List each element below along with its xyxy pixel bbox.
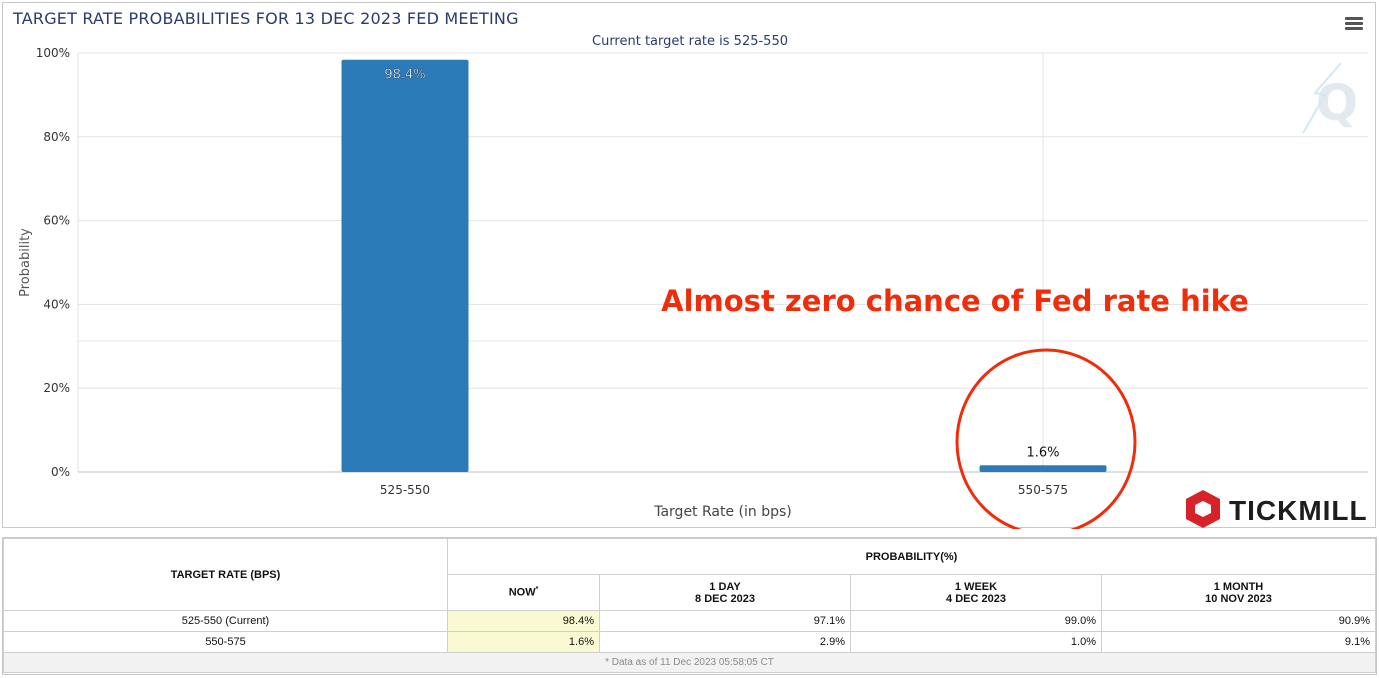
- y-tick-label: 20%: [43, 381, 70, 395]
- bar-data-label: 98.4%: [384, 68, 425, 83]
- table-footnote: * Data as of 11 Dec 2023 05:58:05 CT: [3, 652, 1376, 673]
- rate-cell: 550-575: [3, 631, 448, 653]
- col-header-1day: 1 DAY 8 DEC 2023: [599, 574, 851, 611]
- y-tick-label: 80%: [43, 130, 70, 144]
- rate-cell: 525-550 (Current): [3, 610, 448, 632]
- value-cell: 99.0%: [850, 610, 1102, 632]
- value-cell: 1.0%: [850, 631, 1102, 653]
- probability-header: PROBABILITY(%): [447, 538, 1376, 575]
- col-header-1week: 1 WEEK 4 DEC 2023: [850, 574, 1102, 611]
- x-tick-label: 550-575: [1018, 483, 1068, 497]
- watermark-lightning-icon: [1302, 62, 1342, 134]
- chart-subtitle: Current target rate is 525-550: [592, 34, 788, 49]
- tickmill-brand: TICKMILL: [1229, 495, 1368, 526]
- table-row: 550-575 1.6% 2.9% 1.0% 9.1%: [3, 631, 1376, 653]
- target-rate-header: TARGET RATE (BPS): [3, 538, 448, 611]
- x-tick-label: 525-550: [380, 483, 430, 497]
- y-tick-label: 0%: [51, 465, 70, 479]
- table-row: 525-550 (Current) 98.4% 97.1% 99.0% 90.9…: [3, 610, 1376, 632]
- tickmill-logo-inner: [1195, 501, 1211, 517]
- bar: [341, 59, 469, 472]
- col-header-1month: 1 MONTH 10 NOV 2023: [1101, 574, 1376, 611]
- value-cell: 90.9%: [1101, 610, 1376, 632]
- chart-canvas: 0% 20% 40% 60% 80% 100% Probability Target Rate…: [18, 46, 1368, 529]
- probability-table-panel: TARGET RATE (BPS) PROBABILITY(%) NOW* 1 …: [2, 537, 1377, 675]
- y-tick-label: 40%: [43, 297, 70, 311]
- bar-data-label: 1.6%: [1026, 445, 1059, 460]
- chart-panel: 0% 20% 40% 60% 80% 100% Probability Target Rate…: [2, 2, 1376, 529]
- chart-title: TARGET RATE PROBABILITIES FOR 13 DEC 202…: [13, 9, 519, 28]
- probability-table: TARGET RATE (BPS) PROBABILITY(%) NOW* 1 …: [3, 538, 1376, 673]
- col-header-now: NOW*: [447, 574, 600, 611]
- x-axis-title: Target Rate (in bps): [653, 504, 792, 520]
- y-tick-label: 100%: [36, 46, 70, 60]
- y-axis-title: Probability: [18, 228, 33, 297]
- highlight-circle: [955, 348, 1137, 529]
- value-cell: 97.1%: [599, 610, 851, 632]
- value-cell: 9.1%: [1101, 631, 1376, 653]
- watermark-logo: Q: [1316, 74, 1359, 132]
- value-cell-now: 98.4%: [447, 610, 600, 632]
- bar: [979, 465, 1107, 472]
- annotation-text: Almost zero chance of Fed rate hike: [661, 284, 1249, 318]
- hamburger-menu-icon[interactable]: [1345, 17, 1363, 31]
- value-cell-now: 1.6%: [447, 631, 600, 653]
- y-tick-label: 60%: [43, 214, 70, 228]
- value-cell: 2.9%: [599, 631, 851, 653]
